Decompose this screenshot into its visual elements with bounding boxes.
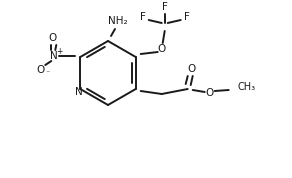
Text: +: + bbox=[57, 48, 63, 56]
Text: CH₃: CH₃ bbox=[238, 82, 256, 92]
Text: O: O bbox=[48, 33, 56, 43]
Text: O: O bbox=[206, 88, 214, 98]
Text: ⁻: ⁻ bbox=[45, 69, 49, 77]
Text: O: O bbox=[158, 44, 166, 54]
Text: O: O bbox=[187, 64, 196, 74]
Text: F: F bbox=[184, 12, 190, 22]
Text: F: F bbox=[162, 2, 168, 12]
Text: O: O bbox=[36, 65, 44, 75]
Text: N: N bbox=[75, 87, 83, 97]
Text: F: F bbox=[140, 12, 146, 22]
Text: N: N bbox=[51, 51, 58, 61]
Text: NH₂: NH₂ bbox=[108, 16, 128, 26]
